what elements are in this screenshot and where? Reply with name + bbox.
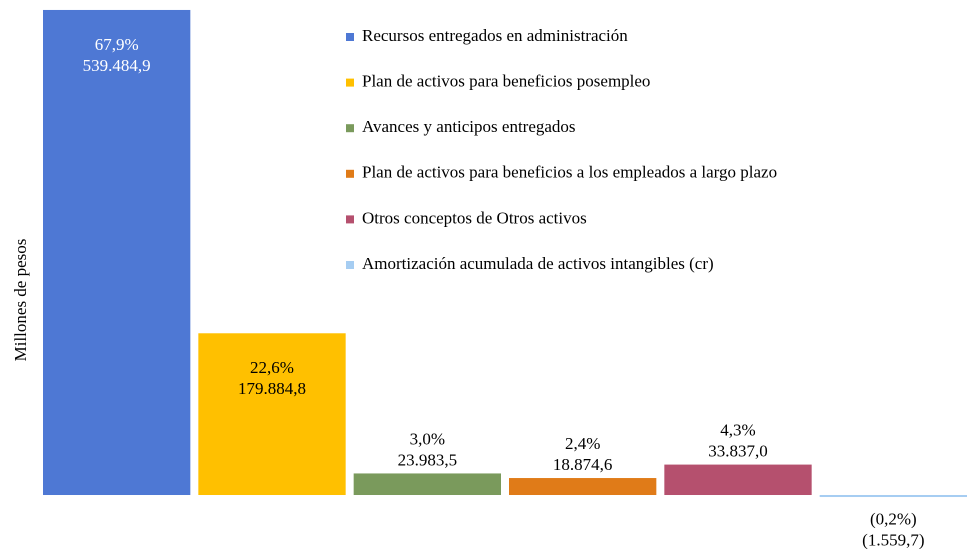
value-label: 33.837,0 (708, 441, 768, 460)
bar (43, 9, 191, 496)
bar (198, 333, 346, 496)
share-label: 3,0% (410, 429, 445, 448)
legend-label: Otros conceptos de Otros activos (362, 208, 587, 227)
value-label: 539.484,9 (83, 56, 151, 75)
share-label: 22,6% (250, 358, 294, 377)
legend-swatch (346, 215, 354, 224)
bar (353, 473, 501, 496)
value-label: (1.559,7) (862, 530, 924, 549)
share-label: 4,3% (720, 420, 755, 439)
value-label: 18.874,6 (553, 455, 613, 474)
share-label: (0,2%) (870, 509, 917, 528)
legend-swatch (346, 78, 354, 87)
bar (509, 478, 657, 496)
value-label: 23.983,5 (398, 450, 458, 469)
legend-swatch (346, 169, 354, 178)
legend-label: Plan de activos para beneficios posemple… (362, 72, 650, 91)
share-label: 67,9% (95, 35, 139, 54)
legend-label: Plan de activos para beneficios a los em… (362, 163, 777, 182)
bar (664, 464, 812, 496)
legend-label: Recursos entregados en administración (362, 26, 628, 45)
value-label: 179.884,8 (238, 379, 306, 398)
share-label: 2,4% (565, 434, 600, 453)
y-axis-label: Millones de pesos (11, 239, 30, 362)
legend-label: Avances y anticipos entregados (362, 117, 576, 136)
bar (819, 495, 967, 498)
legend-swatch (346, 124, 354, 133)
legend-swatch (346, 33, 354, 41)
legend-label: Amortización acumulada de activos intang… (362, 254, 714, 273)
legend-swatch (346, 261, 354, 269)
